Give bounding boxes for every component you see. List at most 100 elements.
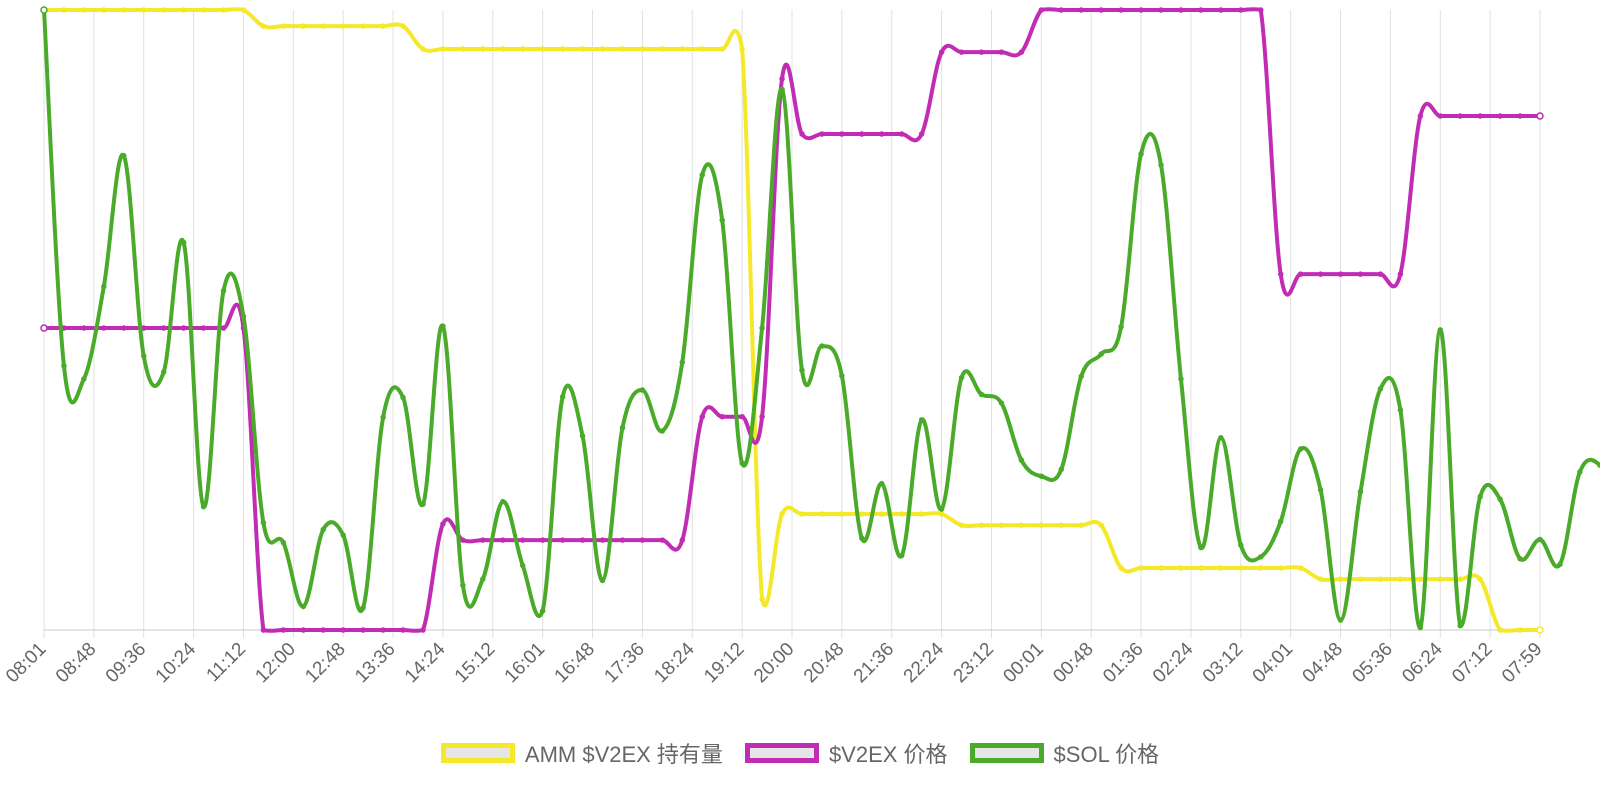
data-point[interactable] [1317, 271, 1324, 277]
data-point[interactable] [500, 46, 506, 52]
data-point[interactable] [1297, 271, 1304, 277]
data-point[interactable] [1158, 7, 1164, 13]
data-point[interactable] [799, 131, 805, 137]
data-point[interactable] [1357, 271, 1364, 277]
data-point[interactable] [320, 23, 327, 29]
data-point[interactable] [160, 7, 167, 13]
legend-item-v2ex-price[interactable]: $V2EX 价格 [744, 737, 948, 769]
data-point[interactable] [280, 539, 287, 546]
data-point[interactable] [1377, 576, 1384, 582]
series-line-sol-price[interactable] [42, 8, 1600, 630]
data-point[interactable] [200, 7, 207, 13]
data-point[interactable] [679, 46, 686, 52]
data-point[interactable] [1178, 565, 1184, 571]
data-point[interactable] [779, 511, 785, 517]
data-point[interactable] [519, 537, 526, 543]
data-point[interactable] [1198, 565, 1204, 571]
data-point[interactable] [1377, 386, 1384, 392]
data-point[interactable] [1018, 49, 1025, 55]
data-point[interactable] [978, 391, 985, 398]
data-point[interactable] [1537, 536, 1543, 543]
data-point[interactable] [1497, 113, 1503, 119]
data-point[interactable] [1198, 544, 1204, 551]
data-point[interactable] [280, 23, 287, 29]
data-point[interactable] [1497, 496, 1503, 502]
data-point[interactable] [759, 325, 765, 331]
data-point[interactable] [480, 46, 486, 52]
data-point[interactable] [81, 325, 87, 331]
data-point[interactable] [1218, 435, 1224, 441]
data-point[interactable] [779, 76, 785, 82]
data-point[interactable] [101, 7, 107, 13]
data-point[interactable] [799, 367, 805, 373]
data-point[interactable] [340, 627, 346, 633]
data-point[interactable] [699, 172, 705, 178]
data-point[interactable] [300, 627, 307, 633]
data-point[interactable] [699, 413, 705, 420]
data-point[interactable] [1417, 113, 1424, 119]
data-point[interactable] [1018, 522, 1025, 528]
data-point[interactable] [500, 498, 506, 505]
data-point[interactable] [40, 324, 48, 332]
data-point[interactable] [918, 131, 925, 137]
data-point[interactable] [1477, 113, 1483, 119]
data-point[interactable] [1118, 565, 1124, 571]
data-point[interactable] [1257, 7, 1264, 13]
data-point[interactable] [160, 325, 167, 331]
data-point[interactable] [340, 23, 346, 29]
data-point[interactable] [1517, 113, 1523, 119]
data-point[interactable] [978, 522, 985, 528]
data-point[interactable] [1417, 576, 1424, 582]
data-point[interactable] [898, 511, 905, 517]
data-point[interactable] [1357, 576, 1364, 582]
data-point[interactable] [1397, 407, 1404, 413]
data-point[interactable] [480, 537, 486, 543]
data-point[interactable] [1536, 626, 1544, 634]
data-point[interactable] [200, 503, 207, 510]
data-point[interactable] [539, 537, 546, 543]
data-point[interactable] [819, 131, 825, 137]
data-point[interactable] [1557, 561, 1563, 568]
data-point[interactable] [599, 577, 606, 584]
data-point[interactable] [699, 46, 705, 52]
data-point[interactable] [300, 603, 307, 610]
data-point[interactable] [1477, 493, 1483, 500]
data-point[interactable] [380, 414, 386, 421]
data-point[interactable] [799, 511, 805, 517]
data-point[interactable] [1078, 522, 1084, 528]
data-point[interactable] [1317, 487, 1324, 493]
data-point[interactable] [958, 49, 965, 55]
data-point[interactable] [619, 46, 626, 52]
legend-item-sol-price[interactable]: $SOL 价格 [969, 737, 1159, 769]
data-point[interactable] [101, 325, 107, 331]
data-point[interactable] [1138, 151, 1144, 157]
data-point[interactable] [1397, 271, 1404, 277]
data-point[interactable] [1277, 271, 1284, 277]
data-point[interactable] [140, 353, 147, 359]
data-point[interactable] [220, 288, 227, 294]
data-point[interactable] [659, 537, 666, 543]
data-point[interactable] [1178, 7, 1184, 13]
data-point[interactable] [460, 582, 466, 589]
data-point[interactable] [380, 627, 386, 633]
data-point[interactable] [440, 46, 446, 52]
data-point[interactable] [739, 46, 745, 52]
data-point[interactable] [1138, 7, 1144, 13]
data-point[interactable] [1357, 488, 1364, 495]
data-point[interactable] [1058, 466, 1065, 473]
data-point[interactable] [1238, 542, 1244, 548]
data-point[interactable] [958, 374, 965, 381]
data-point[interactable] [938, 511, 945, 517]
data-point[interactable] [1577, 469, 1583, 475]
data-point[interactable] [1158, 162, 1164, 168]
data-point[interactable] [1058, 522, 1065, 528]
data-point[interactable] [121, 152, 127, 159]
data-point[interactable] [440, 323, 446, 329]
data-point[interactable] [1437, 576, 1444, 582]
data-point[interactable] [659, 428, 666, 434]
data-point[interactable] [879, 480, 885, 487]
data-point[interactable] [559, 46, 566, 52]
data-point[interactable] [1078, 373, 1084, 380]
data-point[interactable] [639, 387, 646, 393]
data-point[interactable] [440, 521, 446, 527]
